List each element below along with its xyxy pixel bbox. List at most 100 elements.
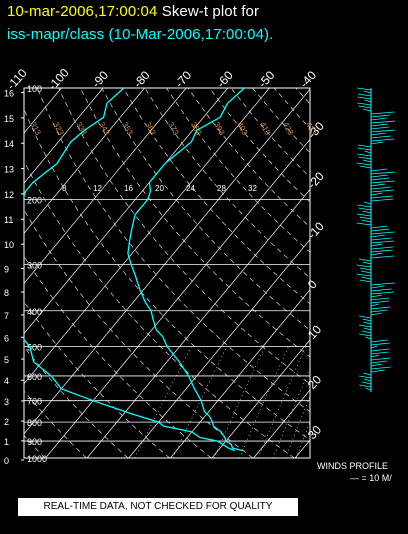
dry-adiabat-line [252, 88, 310, 153]
wind-barb [370, 225, 388, 229]
top-temperature-label: -60 [214, 68, 236, 90]
wind-barb [362, 159, 372, 163]
title-line-2: iss-mapr/class (10-Mar-2006,17:00:04). [7, 26, 273, 43]
wind-barb [358, 156, 372, 160]
pressure-label: 1000 [27, 454, 47, 464]
wind-barb [357, 102, 372, 106]
wind-barb [358, 258, 372, 262]
wind-barb [357, 144, 372, 148]
wind-barb [370, 345, 378, 349]
right-temperature-label: 20 [305, 372, 325, 392]
wind-barb [370, 141, 383, 145]
wind-barb [370, 228, 390, 232]
wind-barb [359, 279, 372, 283]
wind-barb [358, 324, 372, 328]
dry-adiabat-line [273, 88, 310, 129]
dry-adiabat-line [24, 209, 254, 458]
pressure-label: 500 [27, 343, 42, 353]
right-temperature-label: 0 [305, 277, 320, 292]
top-temperature-label: -90 [89, 68, 111, 90]
title-line-1: 10-mar-2006,17:00:04 Skew-t plot for [7, 3, 259, 20]
wind-barb [370, 255, 395, 259]
dry-adiabat-line [24, 301, 170, 458]
temperature-trace [127, 88, 245, 452]
wind-barb [363, 378, 372, 382]
wind-barb [362, 318, 372, 322]
dry-adiabat-line [79, 88, 310, 358]
theta-label: 313 [28, 121, 42, 137]
wind-barb [356, 162, 372, 166]
isotherm-line [24, 88, 104, 184]
dry-adiabat-line [36, 88, 310, 413]
isotherm-line [86, 188, 310, 458]
theta-label: 363 [143, 121, 157, 137]
pressure-label: 700 [27, 397, 42, 407]
winds-profile-label: WINDS PROFILE [317, 461, 389, 471]
dry-adiabat-line [24, 346, 129, 458]
wind-barb [362, 210, 372, 214]
wind-barb [364, 99, 372, 103]
height-tick-label: 1 [4, 437, 9, 447]
right-temperature-label: 30 [305, 423, 325, 443]
height-tick-label: 0 [4, 456, 9, 466]
right-temperature-label: 10 [305, 322, 325, 342]
wind-barb [359, 384, 372, 388]
wind-barb [363, 90, 372, 94]
wind-barb [359, 315, 372, 319]
height-tick-label: 5 [4, 355, 9, 365]
wind-barb [361, 381, 372, 385]
dewpoint-trace [24, 88, 235, 452]
isotherm-line [294, 439, 310, 458]
wind-barb [370, 288, 392, 292]
dry-adiabat-line [123, 88, 310, 305]
wind-barb [357, 96, 372, 100]
wind-barb [370, 189, 395, 193]
wind-barb [370, 126, 390, 130]
wind-barb [357, 153, 372, 157]
pressure-label: 900 [27, 437, 42, 447]
isotherm-line [211, 339, 310, 458]
wind-barb [370, 354, 380, 358]
dry-adiabat-line [101, 88, 310, 331]
wind-barb [370, 231, 395, 235]
wind-barb [356, 87, 372, 91]
title-text: Skew-t plot for [161, 3, 260, 20]
wind-barb [370, 192, 383, 196]
wind-barb [358, 93, 372, 97]
wind-barb [361, 219, 372, 223]
wind-barb [370, 297, 390, 301]
wind-barb [370, 138, 395, 142]
wind-barb [370, 339, 388, 343]
wind-barb [370, 174, 388, 178]
plot-frame [23, 87, 311, 459]
isotherm-line [378, 88, 408, 458]
wind-barb [363, 321, 372, 325]
mixing-ratio-label: 8 [62, 184, 67, 193]
wind-barb [365, 336, 372, 340]
wind-barb [370, 252, 383, 256]
height-tick-label: 13 [4, 165, 14, 175]
wind-barb [370, 183, 386, 187]
wind-barb [356, 222, 372, 226]
wind-barb [356, 273, 372, 277]
wind-barb [362, 330, 372, 334]
top-temperature-label: -80 [131, 68, 153, 90]
title-timestamp: (10-Mar-2006,17:00:04). [108, 26, 274, 43]
wind-barb [370, 363, 382, 367]
wind-barb [359, 333, 372, 337]
isotherm-line [128, 239, 310, 458]
wind-barb [359, 216, 372, 220]
wind-barb [363, 372, 372, 376]
dry-adiabat-line [24, 160, 295, 458]
quality-note: REAL-TIME DATA, NOT CHECKED FOR QUALITY [17, 497, 299, 517]
wind-barb [370, 300, 389, 304]
theta-label: 403 [235, 121, 249, 137]
wind-barb [359, 267, 372, 271]
wind-barb [370, 291, 394, 295]
isotherm-line [24, 88, 270, 385]
wind-barb [370, 111, 395, 115]
wind-barb [370, 357, 391, 361]
wind-barb [361, 270, 372, 274]
mixing-ratio-line [172, 346, 228, 458]
